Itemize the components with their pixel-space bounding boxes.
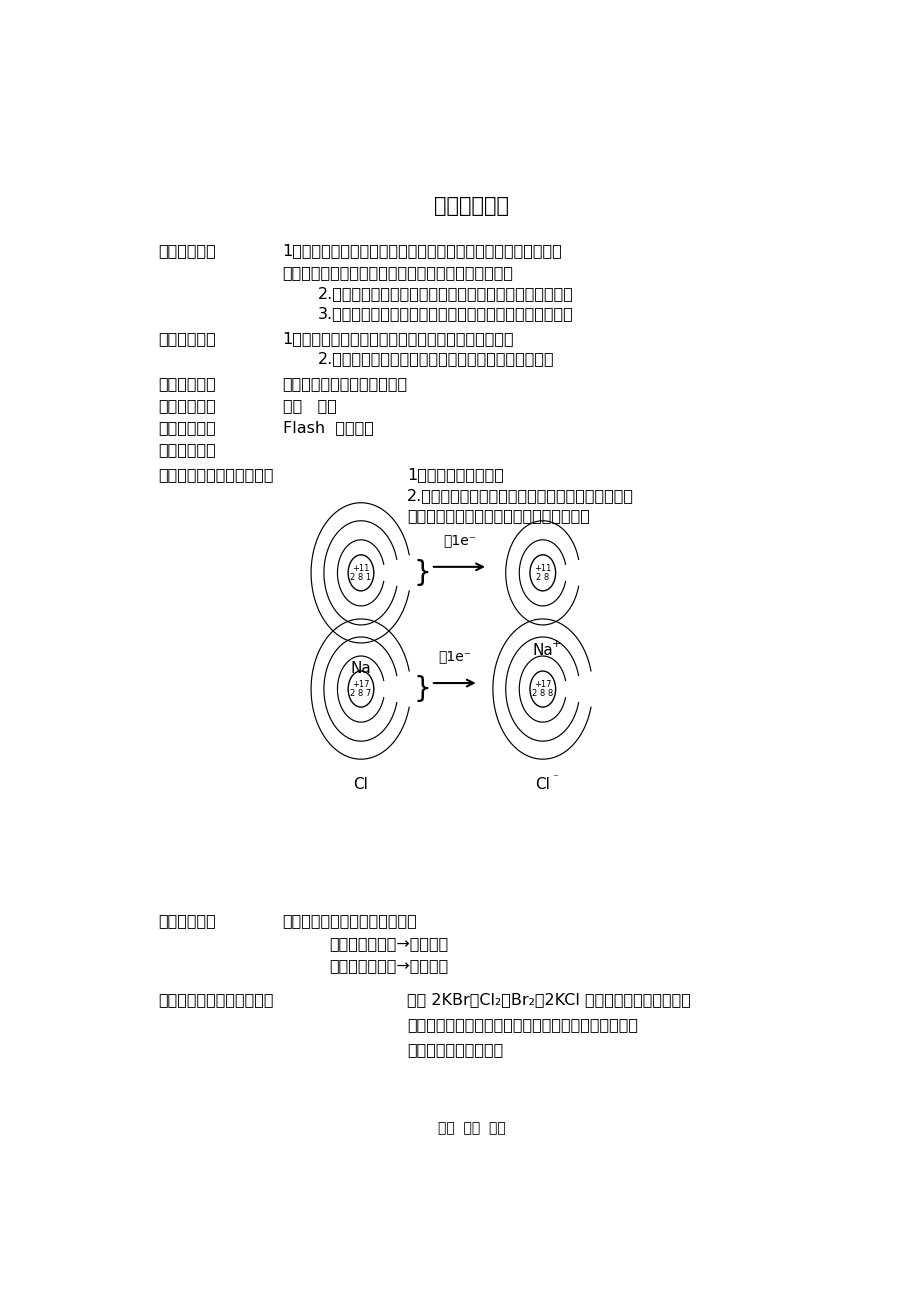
Text: Na: Na	[532, 643, 552, 658]
Text: 2.用双线桥法和单线桥法表示电子转移的方向和数目。: 2.用双线桥法和单线桥法表示电子转移的方向和数目。	[318, 351, 554, 366]
Text: 1．常见元素的化合价: 1．常见元素的化合价	[407, 467, 504, 483]
Text: 【教学设计】: 【教学设计】	[158, 442, 215, 457]
Text: 标出 2KBr＋Cl₂＝Br₂＋2KCl 反应中各元素的化合价，: 标出 2KBr＋Cl₂＝Br₂＋2KCl 反应中各元素的化合价，	[407, 993, 690, 1007]
Text: +11
2 8 1: +11 2 8 1	[350, 563, 371, 583]
Text: ⁻: ⁻	[551, 773, 557, 783]
Text: 电子转移方向和数目的表示法: 电子转移方向和数目的表示法	[282, 376, 407, 392]
Text: +11
2 8: +11 2 8	[534, 563, 550, 583]
Text: 【教学重点】: 【教学重点】	[158, 330, 215, 346]
Text: 2.写出钠、氯原子的结构示意图，分析其得失电子的: 2.写出钠、氯原子的结构示意图，分析其得失电子的	[407, 488, 633, 503]
Text: 2.学会用化合价变化和电子转移的观点判断氧化还原反应。: 2.学会用化合价变化和电子转移的观点判断氧化还原反应。	[318, 286, 573, 301]
Text: 元素转移到哪种元素？: 元素转移到哪种元素？	[407, 1042, 503, 1058]
Text: 元素化合价升高→失去电子: 元素化合价升高→失去电子	[329, 935, 448, 951]
Text: 1．在复习化合价的基础上，使学生用化合价变化和电子转移的观: 1．在复习化合价的基础上，使学生用化合价变化和电子转移的观	[282, 243, 562, 258]
Text: 【教学目标】: 【教学目标】	[158, 243, 215, 258]
Text: 【教学方法】: 【教学方法】	[158, 398, 215, 412]
Text: 3.掌握用双线桥法和单线桥法表示电子转移的方向和数目。: 3.掌握用双线桥法和单线桥法表示电子转移的方向和数目。	[318, 306, 573, 321]
Text: }: }	[414, 559, 431, 587]
Text: Cl: Cl	[353, 777, 368, 792]
Circle shape	[529, 671, 555, 708]
Text: 得1e⁻: 得1e⁻	[442, 533, 475, 546]
Text: 并分析哪种元素失电子，哪种元素得电子，电子从哪种: 并分析哪种元素失电子，哪种元素得电子，电子从哪种	[407, 1017, 638, 1032]
Text: 元素化合价降低→得到电子: 元素化合价降低→得到电子	[329, 958, 448, 973]
Text: Cl: Cl	[535, 777, 550, 792]
Text: 启发   讨论: 启发 讨论	[282, 398, 336, 412]
Text: 情况，推出钠、氯元素在化合物中的化合价: 情况，推出钠、氯元素在化合物中的化合价	[407, 509, 590, 523]
Circle shape	[347, 554, 373, 591]
Text: 【教学辅助】: 【教学辅助】	[158, 420, 215, 435]
Circle shape	[347, 671, 373, 708]
Text: 〖教师活动〗［复习引入］: 〖教师活动〗［复习引入］	[158, 467, 273, 483]
Text: 〖教师活动〗［问题情境］: 〖教师活动〗［问题情境］	[158, 993, 273, 1007]
Text: Flash  动画课件: Flash 动画课件	[282, 420, 373, 435]
Text: 学生交流讨论，得出如下结果：: 学生交流讨论，得出如下结果：	[282, 913, 417, 928]
Text: 1．氧化还原反应、氧化剂、还原剂等概念及其判断。: 1．氧化还原反应、氧化剂、还原剂等概念及其判断。	[282, 330, 514, 346]
Text: 得1e⁻: 得1e⁻	[437, 649, 471, 664]
Text: }: }	[414, 675, 431, 703]
Circle shape	[529, 554, 555, 591]
Text: +17
2 8 8: +17 2 8 8	[531, 679, 553, 699]
Text: 〖学生活动〗: 〖学生活动〗	[158, 913, 215, 928]
Text: 用心  爱心  专心: 用心 爱心 专心	[437, 1121, 505, 1134]
Text: Na: Na	[350, 661, 371, 677]
Text: 点认识、理解氧化还原反应、氧化剂、还原剂等概念。: 点认识、理解氧化还原反应、氧化剂、还原剂等概念。	[282, 265, 513, 280]
Text: 氧化还原反应: 氧化还原反应	[434, 196, 508, 216]
Text: +: +	[551, 639, 561, 649]
Text: +17
2 8 7: +17 2 8 7	[350, 679, 371, 699]
Text: 【教学难点】: 【教学难点】	[158, 376, 215, 392]
